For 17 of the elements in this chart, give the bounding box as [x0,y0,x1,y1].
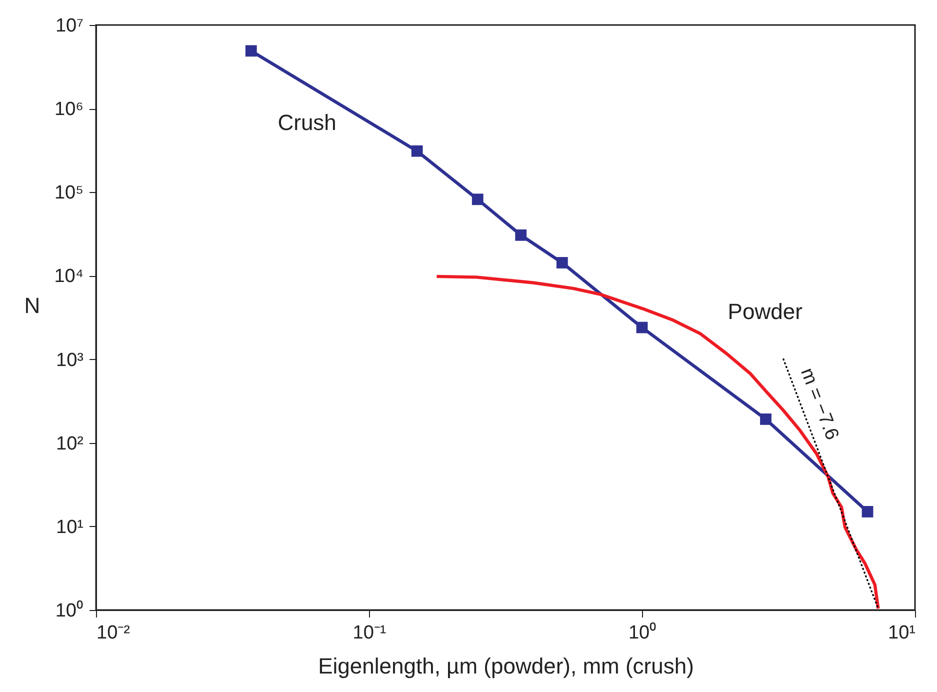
x-axis-title: Eigenlength, µm (powder), mm (crush) [318,654,694,678]
y-tick-label: 10⁴ [54,266,84,288]
y-tick-label: 10² [56,433,84,454]
y-tick-label: 10¹ [56,516,84,538]
annotation: m = −7.6 [796,365,843,443]
y-axis-title: N [24,293,40,318]
y-tick-label: 10⁰ [55,600,84,622]
x-tick-label: 10¹ [888,622,916,644]
x-tick-label: 10⁰ [628,622,657,644]
series-label: Crush [278,110,336,136]
y-tick-label: 10⁷ [55,16,84,36]
y-tick-label: 10⁶ [54,99,84,120]
series-label: Powder [728,299,802,324]
y-tick-label: 10³ [56,350,84,371]
y-tick-label: 10⁵ [54,182,84,204]
x-tick-label: 10⁻¹ [352,622,386,644]
x-tick-label: 10⁻² [96,622,130,644]
